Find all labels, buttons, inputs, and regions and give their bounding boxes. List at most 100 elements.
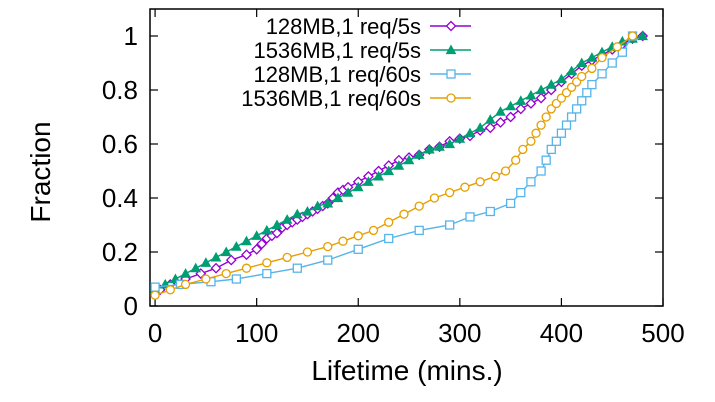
data-point	[597, 69, 607, 79]
data-point	[230, 241, 242, 251]
data-point	[561, 120, 572, 130]
data-point	[587, 79, 597, 90]
data-point	[338, 236, 348, 246]
data-point	[384, 217, 394, 227]
data-point	[460, 182, 470, 192]
data-point	[515, 95, 527, 105]
x-tick-label: 100	[235, 318, 278, 348]
data-point	[551, 136, 561, 146]
data-point	[525, 98, 537, 109]
data-point	[607, 58, 617, 68]
y-tick-label: 0	[124, 291, 138, 321]
data-point	[577, 71, 587, 82]
data-point	[281, 214, 293, 224]
data-point	[556, 128, 567, 138]
data-point	[292, 263, 302, 273]
data-point	[464, 127, 476, 138]
data-point	[490, 171, 501, 182]
data-point	[536, 120, 546, 130]
data-point	[627, 31, 638, 41]
data-point	[261, 224, 273, 235]
data-point	[251, 243, 263, 255]
data-point	[352, 181, 364, 192]
data-point	[484, 122, 496, 134]
data-point	[241, 263, 252, 273]
data-point	[536, 166, 546, 176]
y-tick-label: 0.2	[102, 237, 138, 267]
data-point	[535, 92, 547, 104]
data-point	[541, 112, 551, 122]
data-point	[353, 244, 363, 254]
data-point	[282, 252, 292, 263]
data-point	[577, 96, 587, 106]
data-point	[271, 219, 283, 230]
plot-area	[149, 8, 664, 307]
x-axis-title: Lifetime (mins.)	[311, 355, 502, 386]
y-tick-label: 0.8	[102, 75, 138, 105]
data-point	[231, 274, 241, 284]
data-point	[251, 230, 263, 240]
data-point	[241, 235, 252, 246]
data-point	[429, 193, 440, 203]
data-point	[414, 225, 424, 236]
data-point	[373, 170, 384, 181]
data-point	[444, 138, 456, 149]
data-point	[495, 106, 506, 116]
data-point	[546, 144, 556, 155]
data-point	[241, 249, 252, 261]
data-point	[221, 268, 231, 279]
series-2	[149, 30, 649, 294]
legend-label: 1536MB,1 req/60s	[241, 86, 421, 111]
legend-label: 128MB,1 req/5s	[266, 14, 421, 39]
data-point	[353, 231, 363, 241]
data-point	[302, 205, 313, 216]
data-point	[576, 57, 588, 68]
data-point	[424, 143, 435, 154]
data-point	[302, 247, 313, 257]
data-point	[484, 114, 496, 124]
legend-marker	[445, 44, 457, 55]
y-tick-label: 0.6	[102, 129, 138, 159]
data-point	[531, 128, 541, 138]
x-tick-label: 200	[337, 318, 380, 348]
data-point	[474, 122, 486, 132]
data-point	[256, 238, 268, 250]
data-point	[210, 251, 222, 262]
x-tick-label: 0	[148, 318, 162, 348]
axis-ticks: 0 100 200 300 400 500 0 0.2 0.4 0.6 0.8 1	[102, 9, 685, 348]
data-point	[363, 176, 374, 186]
data-point	[262, 258, 272, 268]
data-point	[291, 208, 303, 219]
data-point	[403, 154, 415, 165]
data-point	[384, 233, 394, 244]
data-point	[500, 166, 511, 176]
data-point	[586, 52, 598, 62]
data-point	[201, 274, 211, 284]
data-point	[262, 268, 272, 279]
data-point	[556, 73, 567, 84]
data-point	[535, 84, 547, 95]
data-point	[368, 225, 379, 236]
data-point	[582, 88, 592, 98]
data-point	[505, 100, 516, 111]
y-tick-label: 1	[124, 21, 138, 51]
data-point	[566, 65, 577, 76]
data-point	[165, 285, 175, 295]
data-point	[323, 255, 333, 265]
data-point	[322, 197, 334, 208]
data-point	[445, 187, 455, 198]
data-point	[225, 254, 237, 266]
legend-marker	[446, 69, 456, 79]
x-tick-label: 300	[438, 318, 481, 348]
data-point	[587, 63, 597, 74]
x-tick-label: 400	[540, 318, 583, 348]
data-point	[342, 187, 354, 197]
data-point	[637, 30, 649, 41]
data-point	[220, 246, 232, 257]
data-point	[454, 133, 466, 143]
data-point	[505, 198, 516, 209]
data-point	[271, 227, 283, 239]
data-point	[150, 290, 160, 300]
